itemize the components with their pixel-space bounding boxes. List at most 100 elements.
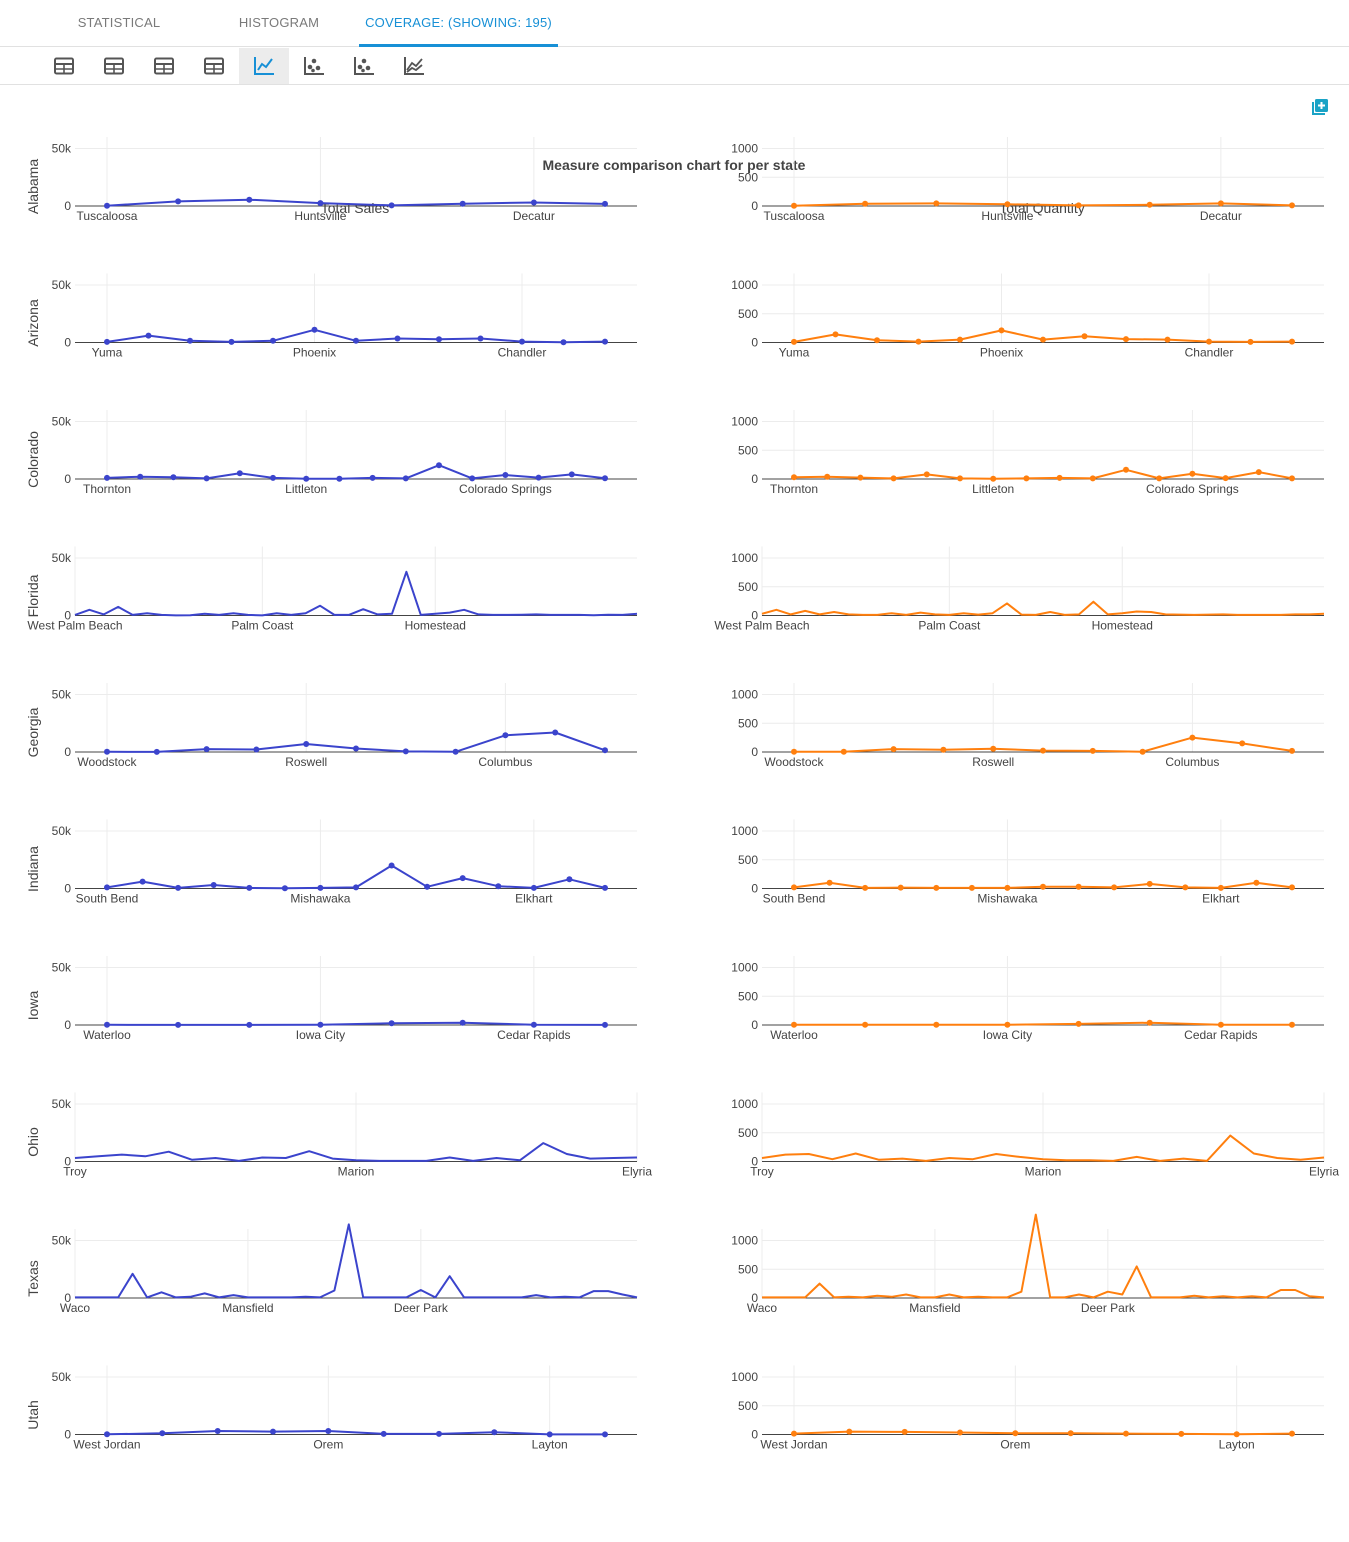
data-point-quantity-utah-3 [957,1429,963,1436]
data-point-sales-iowa-0 [104,1021,110,1028]
x-tick-label-ohio-1-0: Troy [750,1165,774,1179]
data-point-quantity-alabama-4 [1075,202,1082,209]
data-point-sales-utah-8 [546,1431,553,1438]
y-tick-label-georgia-0-1: 50k [52,688,72,702]
tab-coverage[interactable]: COVERAGE: (SHOWING: 195) [365,15,552,30]
data-point-sales-georgia-3 [253,746,260,753]
y-tick-label-florida-1-0: 0 [751,609,758,623]
data-point-sales-georgia-8 [502,732,509,739]
x-tick-label-arizona-1-1: Phoenix [980,346,1023,360]
tab-histogram[interactable]: HISTOGRAM [238,15,320,30]
x-tick-label-colorado-1-1: Littleton [972,482,1014,496]
y-tick-label-utah-1-2: 1000 [731,1370,758,1384]
table-view-button-1[interactable] [39,48,89,84]
y-tick-label-colorado-1-1: 500 [738,443,758,457]
table-view-button-4[interactable] [189,48,239,84]
data-point-sales-colorado-14 [568,471,575,478]
data-point-quantity-colorado-2 [857,474,864,481]
scatter-chart-button-2[interactable] [339,48,389,84]
data-point-sales-georgia-1 [153,748,160,755]
y-tick-label-texas-1-2: 1000 [731,1234,758,1248]
state-label-ohio: Ohio [25,1127,41,1157]
data-point-sales-colorado-10 [436,462,442,469]
data-point-quantity-indiana-12 [1217,884,1224,891]
data-point-sales-indiana-0 [104,884,110,891]
table-view-button-3[interactable] [139,48,189,84]
tab-statistical[interactable]: STATISTICAL [77,15,161,30]
data-point-sales-indiana-5 [281,885,288,892]
data-point-quantity-arizona-5 [998,327,1005,334]
data-point-sales-arizona-10 [519,338,525,345]
scatter-chart-icon [354,57,374,75]
data-point-sales-arizona-12 [602,338,608,345]
data-point-sales-colorado-4 [236,470,243,477]
data-point-sales-iowa-7 [602,1021,608,1028]
add-panel-button[interactable] [1310,97,1330,117]
series-line-quantity-utah [793,1430,1293,1436]
data-point-quantity-utah-2 [901,1428,908,1435]
series-line-quantity-texas [762,1213,1325,1299]
multi-line-chart-button[interactable] [389,48,439,84]
x-tick-label-alabama-1-0: Tuscaloosa [764,209,825,223]
y-tick-label-utah-0-0: 0 [64,1428,71,1442]
series-line-quantity-alabama [793,202,1293,207]
data-point-quantity-colorado-10 [1123,466,1129,473]
data-point-sales-arizona-1 [145,332,152,339]
data-point-sales-indiana-9 [424,883,431,890]
series-line-sales-utah [106,1430,605,1436]
data-point-sales-colorado-5 [270,474,276,481]
data-point-quantity-arizona-0 [791,338,797,345]
scatter-chart-button-1[interactable] [289,48,339,84]
data-point-sales-alabama-1 [175,198,182,205]
line-chart-button[interactable] [239,48,289,84]
x-tick-label-texas-1-0: Waco [747,1301,778,1315]
data-point-sales-georgia-2 [203,746,210,753]
data-point-quantity-iowa-1 [862,1021,869,1028]
data-point-quantity-alabama-5 [1146,201,1153,208]
y-tick-label-indiana-1-2: 1000 [731,824,758,838]
y-tick-label-florida-0-1: 50k [52,551,72,565]
y-tick-label-florida-1-1: 500 [738,580,758,594]
data-point-quantity-alabama-7 [1289,202,1295,209]
y-tick-label-colorado-1-2: 1000 [731,415,758,429]
data-point-quantity-alabama-0 [791,202,797,209]
data-point-quantity-arizona-9 [1164,336,1171,343]
multi-line-chart-icon [404,57,424,75]
state-label-utah: Utah [25,1400,41,1430]
data-point-sales-colorado-1 [137,473,144,480]
y-tick-label-colorado-1-0: 0 [751,472,758,486]
x-tick-label-georgia-0-2: Columbus [478,755,532,769]
state-label-florida: Florida [25,574,41,617]
data-point-sales-iowa-5 [459,1019,466,1026]
series-line-sales-iowa [106,1021,606,1026]
x-tick-label-iowa-0-1: Iowa City [296,1028,345,1042]
data-point-quantity-utah-6 [1123,1430,1129,1437]
data-point-sales-iowa-6 [530,1021,537,1028]
data-point-sales-colorado-8 [369,474,376,481]
data-point-sales-colorado-13 [535,474,542,481]
table-icon [104,57,124,75]
data-point-quantity-utah-1 [846,1428,853,1435]
data-point-quantity-colorado-6 [990,475,997,482]
data-point-sales-indiana-6 [317,884,324,891]
data-point-quantity-indiana-7 [1040,883,1046,890]
data-point-quantity-indiana-1 [826,879,833,886]
data-point-quantity-iowa-7 [1289,1021,1295,1028]
x-tick-label-arizona-1-2: Chandler [1185,346,1234,360]
y-tick-label-iowa-1-1: 500 [738,989,758,1003]
data-point-quantity-alabama-2 [933,200,940,207]
data-point-quantity-georgia-6 [1089,747,1096,754]
series-line-quantity-colorado [793,468,1293,480]
data-point-quantity-indiana-5 [968,884,975,891]
data-point-quantity-iowa-2 [933,1021,940,1028]
data-point-quantity-indiana-13 [1253,879,1260,886]
table-view-button-2[interactable] [89,48,139,84]
x-tick-label-iowa-1-0: Waterloo [770,1028,818,1042]
data-point-quantity-colorado-8 [1056,474,1063,481]
x-tick-label-ohio-0-0: Troy [63,1165,87,1179]
state-label-texas: Texas [25,1260,41,1297]
data-point-quantity-georgia-10 [1289,747,1295,754]
y-tick-label-colorado-0-1: 50k [52,415,72,429]
active-tab-indicator [359,44,558,47]
x-tick-label-alabama-0-2: Decatur [513,209,555,223]
